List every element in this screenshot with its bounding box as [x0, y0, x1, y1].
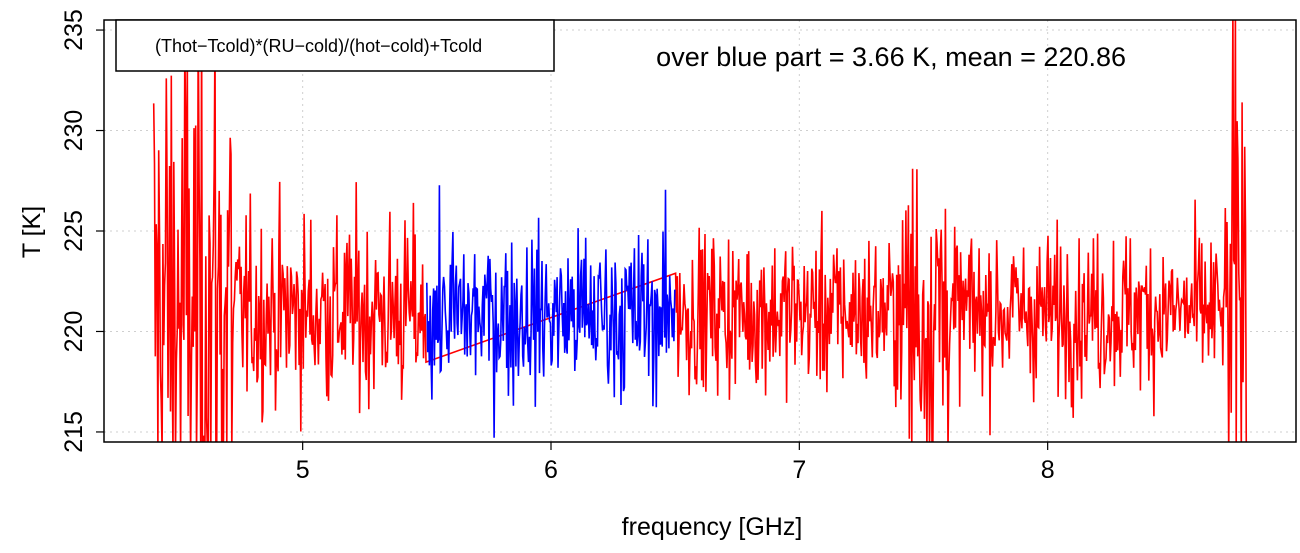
y-tick-label: 220	[60, 311, 88, 353]
x-tick-label: 7	[792, 456, 806, 484]
x-tick-label: 6	[544, 456, 558, 484]
y-tick-label: 225	[60, 210, 88, 252]
legend-entry: (Thot−Tcold)*(RU−cold)/(hot−cold)+Tcold	[155, 36, 482, 56]
y-tick-label: 215	[60, 411, 88, 453]
chart-title: over blue part = 3.66 K, mean = 220.86	[656, 42, 1126, 72]
x-tick-label: 5	[296, 456, 310, 484]
legend-box	[115, 19, 555, 72]
series-blue-line	[426, 185, 676, 438]
series-red-path	[152, 20, 1248, 442]
series-red-line	[152, 20, 1248, 442]
series-blue-path	[426, 185, 676, 438]
x-tick-label: 8	[1041, 456, 1055, 484]
y-axis: 215 220 225 230 235	[60, 9, 104, 453]
y-tick-label: 235	[60, 9, 88, 51]
legend: (Thot−Tcold)*(RU−cold)/(hot−cold)+Tcold	[115, 19, 555, 72]
x-axis: 5 6 7 8	[296, 442, 1055, 484]
y-tick-label: 230	[60, 110, 88, 152]
y-axis-label: T [K]	[18, 206, 46, 258]
x-axis-label: frequency [GHz]	[622, 513, 803, 541]
